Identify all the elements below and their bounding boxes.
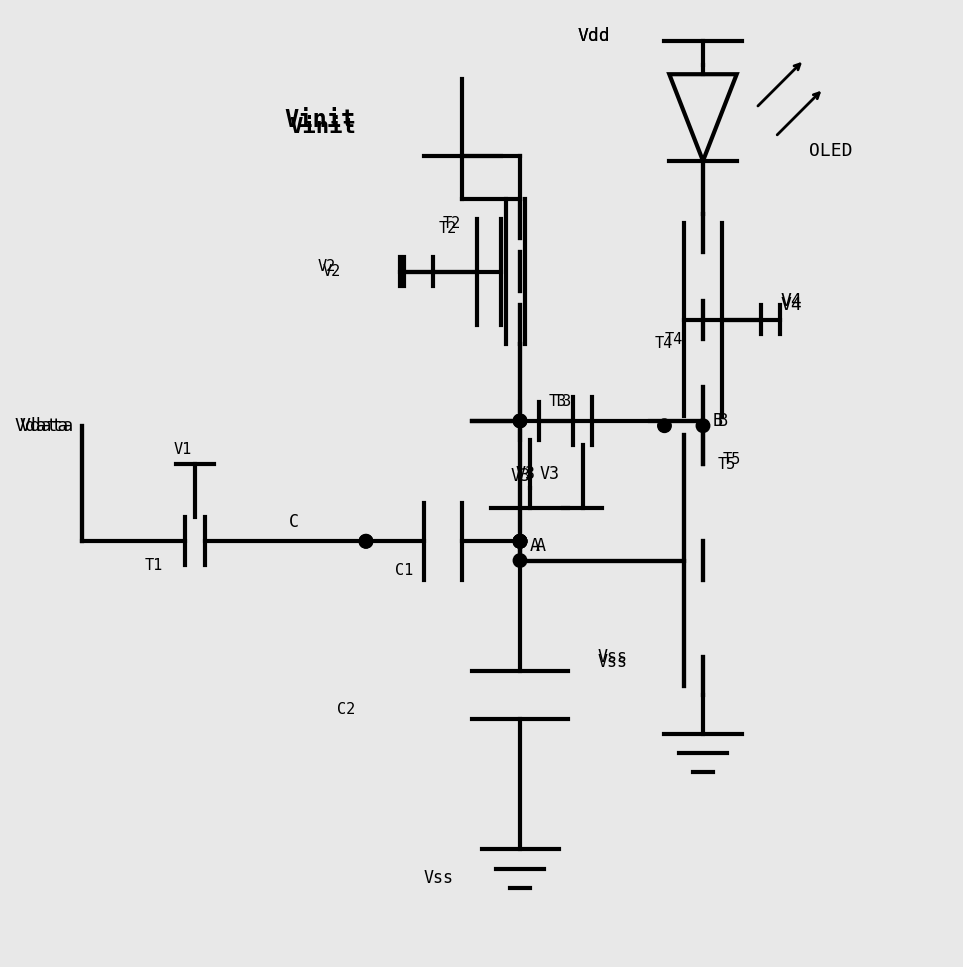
Text: V4: V4 xyxy=(780,291,802,309)
Text: T2: T2 xyxy=(443,216,461,231)
Text: Vss: Vss xyxy=(424,869,454,888)
Text: Vinit: Vinit xyxy=(284,108,355,132)
Text: Vdd: Vdd xyxy=(578,27,611,44)
Text: V2: V2 xyxy=(323,264,341,279)
Text: V2: V2 xyxy=(318,259,336,275)
Text: C: C xyxy=(289,513,299,531)
Text: V1: V1 xyxy=(173,442,192,457)
Circle shape xyxy=(359,535,373,548)
Text: T3: T3 xyxy=(554,395,572,409)
Text: V3: V3 xyxy=(539,465,560,483)
Circle shape xyxy=(513,535,527,548)
Text: C2: C2 xyxy=(337,702,355,718)
Circle shape xyxy=(513,414,527,427)
Text: V3: V3 xyxy=(510,467,531,484)
Text: Vss: Vss xyxy=(597,653,627,671)
Text: A: A xyxy=(530,537,539,555)
Text: T5: T5 xyxy=(717,456,736,472)
Circle shape xyxy=(513,535,527,548)
Circle shape xyxy=(696,419,710,432)
Circle shape xyxy=(513,554,527,568)
Text: Vdata: Vdata xyxy=(19,417,73,435)
Text: V4: V4 xyxy=(780,296,802,314)
Text: T2: T2 xyxy=(438,220,456,236)
Text: V3: V3 xyxy=(515,465,535,483)
Text: T4: T4 xyxy=(655,337,673,351)
Text: Vdata: Vdata xyxy=(14,417,68,435)
Circle shape xyxy=(658,419,671,432)
Text: Vinit: Vinit xyxy=(289,117,355,137)
Text: T4: T4 xyxy=(664,332,683,346)
Text: B: B xyxy=(713,412,722,430)
Text: T1: T1 xyxy=(144,558,163,572)
Text: B: B xyxy=(717,412,727,430)
Text: OLED: OLED xyxy=(809,142,852,161)
Text: Vdd: Vdd xyxy=(578,27,611,44)
Text: Vss: Vss xyxy=(597,648,627,666)
Text: C1: C1 xyxy=(395,563,413,577)
Circle shape xyxy=(513,535,527,548)
Text: T3: T3 xyxy=(549,395,567,409)
Text: T5: T5 xyxy=(722,452,741,467)
Circle shape xyxy=(359,535,373,548)
Circle shape xyxy=(513,414,527,427)
Text: A: A xyxy=(535,537,545,555)
Circle shape xyxy=(513,535,527,548)
